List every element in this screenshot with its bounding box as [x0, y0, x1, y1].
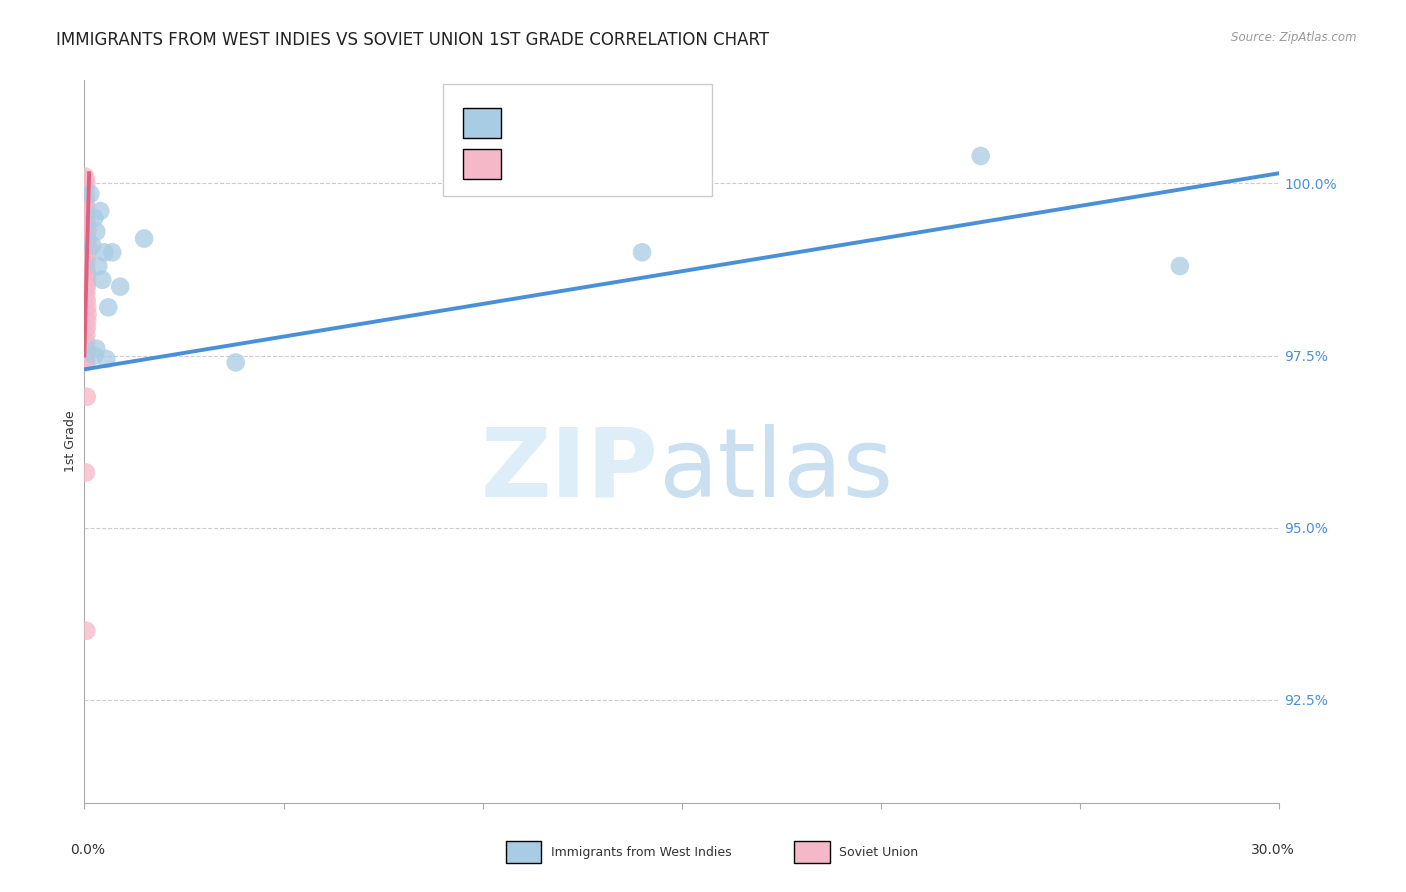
Point [75, 252, 97, 267]
Point [75, 255, 97, 269]
Point [76, 321, 98, 335]
Text: IMMIGRANTS FROM WEST INDIES VS SOVIET UNION 1ST GRADE CORRELATION CHART: IMMIGRANTS FROM WEST INDIES VS SOVIET UN… [56, 31, 769, 49]
Point [76, 269, 98, 284]
Point [76, 228, 98, 243]
Point [75, 286, 97, 301]
Point [75, 190, 97, 204]
Point [75, 466, 97, 480]
Point [75, 351, 97, 366]
Point [75, 277, 97, 291]
Point [101, 245, 124, 260]
Point [75, 201, 97, 215]
Point [1168, 259, 1191, 273]
Point [77, 238, 100, 252]
Point [75, 211, 97, 225]
Point [75, 355, 97, 369]
Point [96, 351, 118, 366]
Point [76, 314, 98, 328]
Point [93, 245, 115, 260]
Point [76, 266, 98, 280]
Point [631, 245, 654, 260]
Point [76, 225, 98, 239]
Point [75, 177, 97, 191]
Text: N = 49: N = 49 [623, 156, 679, 171]
FancyBboxPatch shape [463, 149, 502, 179]
Text: Soviet Union: Soviet Union [839, 847, 918, 859]
Text: 0.0%: 0.0% [70, 843, 104, 857]
Point [76, 390, 98, 404]
Point [75, 183, 97, 197]
Text: 30.0%: 30.0% [1250, 843, 1295, 857]
Point [75, 327, 97, 342]
Point [82, 238, 104, 252]
Point [75, 349, 97, 363]
Point [76, 231, 98, 245]
Point [75, 197, 97, 211]
Point [77, 242, 100, 256]
Point [89, 204, 111, 219]
Y-axis label: 1st Grade: 1st Grade [65, 410, 77, 473]
Point [76, 249, 98, 263]
Point [86, 342, 108, 356]
Point [76, 245, 98, 260]
Text: Immigrants from West Indies: Immigrants from West Indies [551, 847, 731, 859]
Point [76, 301, 98, 315]
Point [83, 211, 105, 225]
Point [970, 149, 993, 163]
Text: Source: ZipAtlas.com: Source: ZipAtlas.com [1232, 31, 1357, 45]
Text: atlas: atlas [658, 424, 893, 517]
Point [76, 307, 98, 321]
Point [97, 301, 120, 315]
Point [75, 186, 97, 201]
Point [75, 194, 97, 208]
Text: R = 0.410: R = 0.410 [519, 156, 602, 171]
Point [75, 273, 97, 287]
Point [76, 221, 98, 235]
Point [91, 273, 114, 287]
FancyBboxPatch shape [463, 108, 502, 138]
Point [76, 345, 98, 359]
Point [75, 259, 97, 273]
Point [75, 342, 97, 356]
Point [75, 624, 97, 638]
Point [83, 349, 105, 363]
Point [86, 225, 108, 239]
Point [76, 279, 98, 293]
Point [75, 334, 97, 349]
Point [76, 218, 98, 232]
Point [76, 235, 98, 249]
Point [110, 279, 132, 293]
Point [87, 259, 110, 273]
Point [75, 169, 97, 184]
Text: ZIP: ZIP [479, 424, 658, 517]
Text: N = 19: N = 19 [623, 115, 679, 129]
Point [75, 214, 97, 228]
Point [75, 207, 97, 221]
Text: R = 0.459: R = 0.459 [519, 115, 602, 129]
Point [225, 355, 247, 369]
FancyBboxPatch shape [443, 84, 711, 196]
Point [75, 283, 97, 297]
Point [79, 186, 101, 201]
Point [132, 231, 156, 245]
Point [76, 293, 98, 308]
Point [75, 262, 97, 277]
Point [75, 204, 97, 219]
Point [75, 173, 97, 187]
